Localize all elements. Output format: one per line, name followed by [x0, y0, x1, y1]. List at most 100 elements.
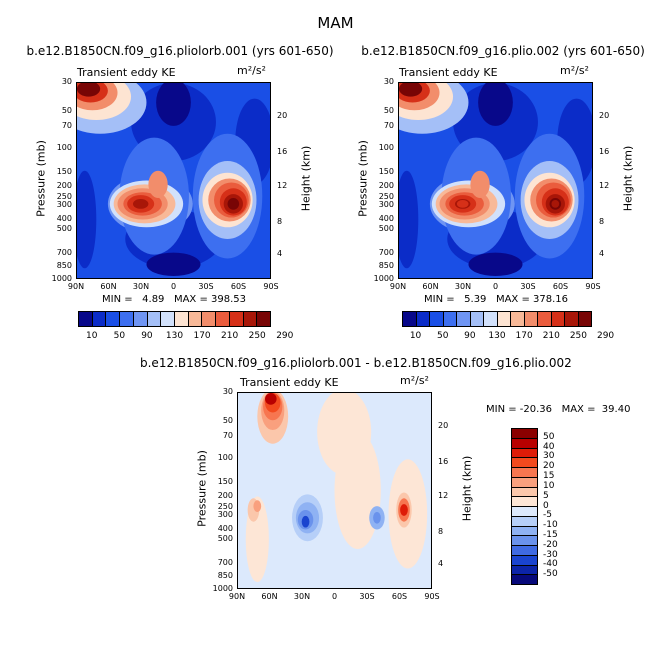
- x-tick-label: 60S: [391, 592, 408, 601]
- x-tick-label: 30N: [293, 592, 311, 601]
- y-tick-label: 150: [56, 166, 72, 176]
- y-tick-label: 30: [222, 387, 233, 396]
- colorbar-swatch: [120, 312, 134, 326]
- contour-region: [253, 500, 262, 512]
- contour-region: [146, 252, 201, 277]
- colorbar-swatch: [512, 526, 537, 537]
- x-tick-label: 90S: [263, 282, 279, 291]
- colorbar-swatch: [512, 477, 537, 488]
- y2-tick-label: 20: [277, 111, 288, 121]
- colorbar-swatch: [484, 312, 498, 326]
- y-tick-label: 150: [217, 476, 233, 486]
- y-tick-label: 70: [222, 431, 233, 441]
- contour-region: [334, 432, 381, 549]
- colorbar-label: 15: [543, 471, 555, 482]
- y-tick-label: 70: [383, 121, 394, 131]
- y-tick-label: 850: [378, 261, 394, 271]
- colorbar-swatch: [133, 312, 148, 326]
- panel-2-contour-field: [399, 83, 592, 278]
- y-tick-label: 400: [217, 523, 233, 533]
- y-tick-label: 30: [61, 77, 72, 86]
- y-tick-label: 70: [61, 121, 72, 131]
- y2-tick-label: 8: [599, 216, 605, 226]
- y2-tick-label: 12: [599, 181, 610, 191]
- y-tick-label: 500: [217, 533, 233, 543]
- y-tick-label: 700: [378, 248, 394, 258]
- panel-2-variable-label: Transient eddy KE: [399, 66, 498, 79]
- colorbar-swatch: [565, 312, 579, 326]
- x-tick-label: 30S: [198, 282, 214, 291]
- y-tick-label: 1000: [212, 584, 233, 593]
- x-tick-label: 90S: [585, 282, 601, 291]
- y2-tick-label: 8: [438, 526, 444, 536]
- panel-1-contour-field: [77, 83, 270, 278]
- panel-2-plot-area: [398, 82, 593, 279]
- contour-region: [227, 198, 240, 210]
- y-tick-label: 850: [217, 571, 233, 581]
- y-tick-label: 850: [56, 261, 72, 271]
- colorbar-swatch: [403, 312, 417, 326]
- colorbar-swatch: [512, 448, 537, 459]
- colorbar-swatch: [147, 312, 162, 326]
- colorbar-label: -5: [543, 510, 552, 521]
- colorbar-swatch: [578, 312, 591, 326]
- y2-tick-label: 12: [438, 491, 449, 501]
- y-tick-label: 200: [217, 491, 233, 501]
- y-tick-label: 100: [217, 452, 233, 462]
- contour-region: [373, 511, 381, 524]
- colorbar-swatch: [79, 312, 93, 326]
- colorbar-label: 50: [436, 331, 449, 341]
- colorbar-swatch: [512, 487, 537, 498]
- contour-region: [400, 504, 408, 516]
- colorbar-swatch: [512, 536, 537, 546]
- y2-tick-label: 8: [277, 216, 283, 226]
- x-tick-label: 90S: [424, 592, 440, 601]
- y-tick-label: 200: [378, 181, 394, 191]
- y-tick-label: 700: [217, 558, 233, 568]
- colorbar-swatch: [229, 312, 244, 326]
- colorbar-swatch: [512, 458, 537, 468]
- y-tick-label: 30: [383, 77, 394, 86]
- contour-region: [77, 83, 101, 97]
- panel-2-units: m²/s²: [560, 64, 589, 77]
- contour-region: [456, 200, 469, 208]
- colorbar-swatch: [416, 312, 430, 326]
- x-tick-label: 0: [492, 282, 499, 291]
- y-tick-label: 500: [56, 223, 72, 233]
- colorbar-label: 5: [543, 490, 549, 501]
- panel-1-plot-area: [76, 82, 271, 279]
- y-tick-label: 500: [378, 223, 394, 233]
- contour-region: [77, 170, 97, 269]
- x-tick-label: 60S: [552, 282, 569, 291]
- colorbar-swatch: [216, 312, 230, 326]
- figure-title: MAM: [317, 14, 354, 32]
- x-tick-label: 30S: [359, 592, 375, 601]
- contour-region: [399, 83, 423, 97]
- panel-1-colorbar: [78, 311, 271, 327]
- colorbar-swatch: [443, 312, 457, 326]
- x-tick-label: 90N: [67, 282, 85, 291]
- contour-region: [265, 393, 277, 405]
- colorbar-swatch: [106, 312, 121, 326]
- colorbar-swatch: [92, 312, 107, 326]
- colorbar-swatch: [538, 312, 552, 326]
- colorbar-label: -40: [543, 559, 558, 570]
- colorbar-swatch: [512, 565, 537, 576]
- colorbar-swatch: [161, 312, 176, 326]
- colorbar-swatch: [430, 312, 444, 326]
- colorbar-label: -20: [543, 539, 558, 550]
- colorbar-swatch: [551, 312, 565, 326]
- panel-3-units: m²/s²: [400, 374, 429, 387]
- panel-2-colorbar: [402, 311, 592, 327]
- colorbar-label: 50: [543, 431, 555, 442]
- colorbar-label: 50: [113, 331, 126, 341]
- y2-tick-label: 4: [599, 249, 605, 259]
- contour-region: [132, 199, 149, 209]
- colorbar-label: 90: [464, 331, 476, 341]
- x-tick-label: 60N: [100, 282, 117, 291]
- y-tick-label: 400: [378, 213, 394, 223]
- x-tick-label: 30N: [132, 282, 150, 291]
- y-tick-label: 1000: [373, 274, 394, 283]
- y2-tick-label: 16: [438, 456, 449, 466]
- colorbar-swatch: [512, 497, 537, 507]
